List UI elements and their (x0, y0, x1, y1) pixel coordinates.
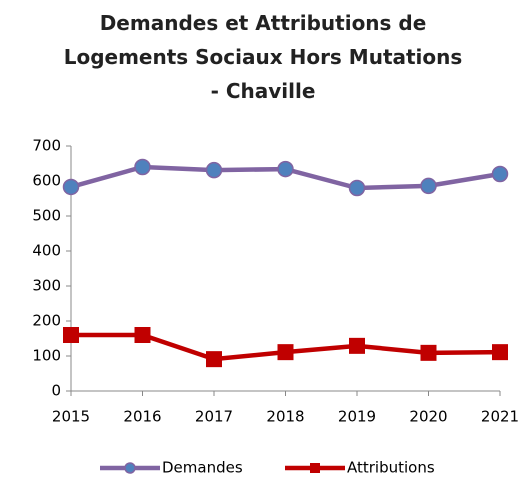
x-tick-label: 2017 (195, 408, 233, 426)
data-point (205, 161, 223, 179)
y-tick-label: 400 (32, 242, 61, 260)
data-point (420, 344, 437, 361)
data-point (206, 351, 222, 368)
data-point (349, 337, 365, 354)
data-point (492, 344, 508, 361)
x-tick-label: 2020 (409, 408, 447, 426)
x-tick-label: 2019 (338, 408, 376, 426)
legend-label: Demandes (162, 459, 243, 477)
data-point (420, 177, 437, 195)
chart-title: Demandes et Attributions de Logements So… (63, 11, 463, 103)
data-point (134, 327, 151, 343)
x-tick-label: 2015 (52, 408, 90, 426)
data-point (491, 165, 509, 183)
y-tick-label: 200 (32, 312, 61, 330)
x-tick-label: 2018 (266, 408, 304, 426)
legend-marker (310, 463, 320, 473)
x-tick-label: 2021 (481, 408, 519, 426)
data-point (277, 344, 294, 361)
data-point (277, 160, 294, 178)
x-tick-label: 2016 (123, 408, 161, 426)
legend-marker (124, 462, 136, 474)
data-point (63, 327, 79, 343)
y-tick-label: 600 (32, 172, 61, 190)
data-point (62, 178, 80, 196)
y-tick-label: 500 (32, 207, 61, 225)
y-tick-label: 100 (32, 347, 61, 365)
y-tick-label: 0 (51, 382, 61, 400)
legend-label: Attributions (347, 459, 435, 477)
y-tick-label: 700 (32, 137, 61, 155)
y-tick-label: 300 (32, 277, 61, 295)
data-point (134, 158, 151, 176)
data-point (348, 179, 366, 197)
